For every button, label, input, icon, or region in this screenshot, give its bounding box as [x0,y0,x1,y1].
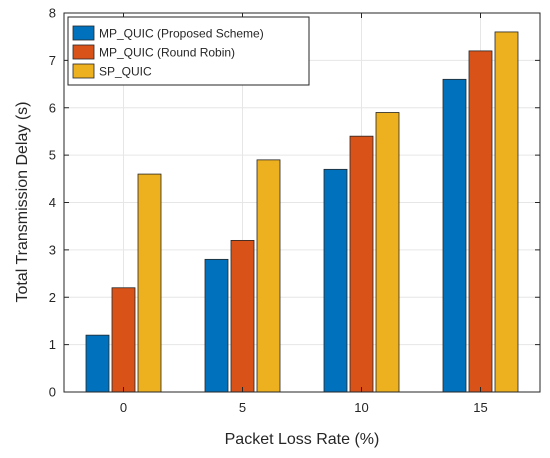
legend-label-sp-quic: SP_QUIC [99,65,152,79]
bar-series-2-cat-5 [230,239,255,393]
bar-series-2-cat-0 [111,287,136,393]
legend-swatch-proposed [72,25,95,41]
legend: MP_QUIC (Proposed Scheme) MP_QUIC (Round… [67,16,310,86]
y-tick-label: 1 [49,337,56,352]
y-tick-label: 7 [49,53,56,68]
legend-label-proposed: MP_QUIC (Proposed Scheme) [99,27,264,41]
legend-label-round-robin: MP_QUIC (Round Robin) [99,46,235,60]
legend-box [67,16,310,86]
legend-swatch-sp-quic [72,63,95,79]
y-tick-label: 8 [49,6,56,21]
x-tick-label: 10 [354,400,368,415]
bar-series-1-cat-10 [323,168,348,393]
y-axis-label: Total Transmission Delay (s) [14,102,31,303]
bar-series-2-cat-15 [468,50,493,393]
bar-series-3-cat-5 [256,159,281,393]
y-tick-label: 5 [49,148,56,163]
y-tick-label: 6 [49,100,56,115]
bar-series-1-cat-5 [204,258,229,393]
bar-series-1-cat-0 [85,334,110,393]
y-tick-label: 2 [49,290,56,305]
y-tick-label: 3 [49,242,56,257]
x-tick-label: 0 [120,400,127,415]
x-axis-ticks: 0 5 10 15 [120,13,488,415]
x-tick-label: 15 [473,400,487,415]
bar-series-3-cat-10 [375,112,400,393]
bar-series-2-cat-10 [349,135,374,393]
x-tick-label: 5 [239,400,246,415]
legend-swatch-round-robin [72,44,95,60]
bar-series-1-cat-15 [442,78,467,393]
bars [85,31,519,393]
y-tick-label: 4 [49,195,56,210]
y-axis-ticks: 0 1 2 3 4 5 6 7 8 [49,6,540,400]
bar-series-3-cat-0 [137,173,162,393]
bar-series-3-cat-15 [494,31,519,393]
y-tick-label: 0 [49,385,56,400]
x-axis-label: Packet Loss Rate (%) [225,431,380,448]
